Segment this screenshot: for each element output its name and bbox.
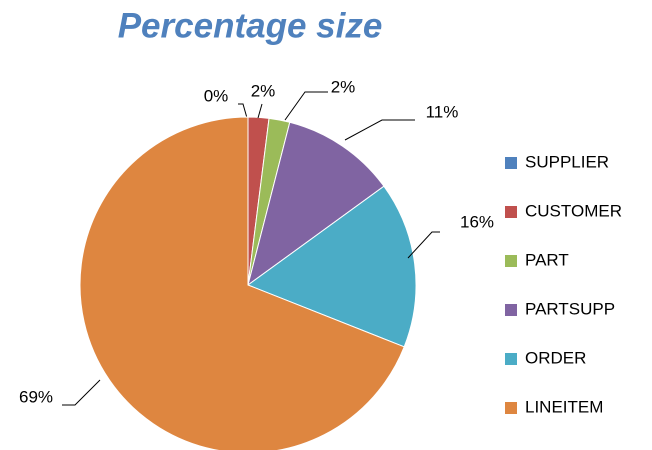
legend-swatch [505,353,517,365]
legend-label: SUPPLIER [525,152,609,171]
leader-line [284,91,328,121]
legend-label: LINEITEM [525,397,603,416]
legend-label: CUSTOMER [525,201,622,220]
data-label: 2% [251,81,276,100]
legend-swatch [505,402,517,414]
legend-swatch [505,206,517,218]
legend-swatch [505,157,517,169]
pie-slice [79,116,405,450]
data-label: 11% [426,102,459,121]
leader-line [407,231,440,259]
legend-swatch [505,304,517,316]
chart-title: Percentage size [118,6,383,45]
data-label: 16% [460,212,494,231]
legend-swatch [505,255,517,267]
pie-slice [247,121,385,287]
legend-label: PART [525,250,569,269]
data-label: 69% [19,387,53,406]
leader-line [62,379,101,406]
leader-line [344,119,415,141]
legend-label: PARTSUPP [525,299,615,318]
data-label: 0% [204,86,229,105]
data-label: 2% [331,77,356,96]
leader-line [257,103,263,119]
legend-label: ORDER [525,348,586,367]
pie-slice [246,185,417,348]
leader-line [238,103,248,119]
